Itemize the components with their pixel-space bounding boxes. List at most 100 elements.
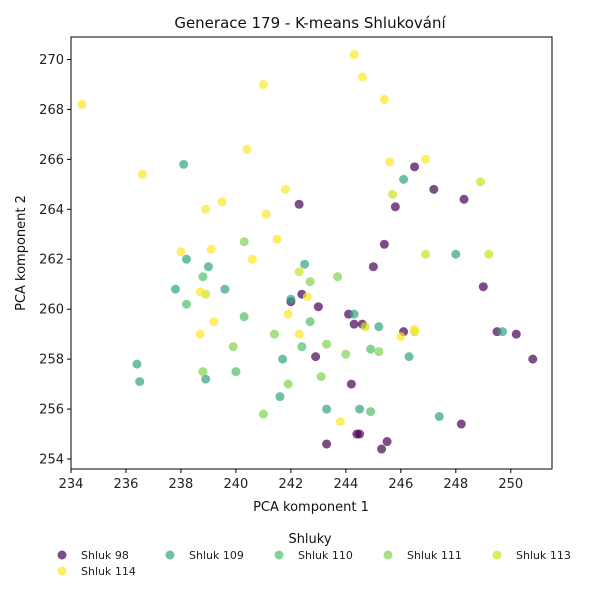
- x-tick-label: 248: [443, 477, 468, 492]
- data-point-series-5: [209, 317, 219, 327]
- x-tick-label: 246: [388, 477, 413, 492]
- data-point-series-1: [220, 284, 230, 294]
- data-point-series-1: [300, 259, 310, 269]
- data-point-series-3: [198, 367, 208, 377]
- y-tick-label: 264: [39, 203, 64, 218]
- data-point-series-5: [379, 94, 389, 104]
- data-point-series-5: [261, 209, 271, 219]
- data-point-series-0: [456, 419, 466, 429]
- data-point-series-0: [377, 444, 387, 454]
- data-point-series-2: [198, 272, 208, 282]
- data-point-series-1: [203, 262, 213, 272]
- data-point-series-0: [355, 429, 365, 439]
- x-tick-label: 240: [224, 477, 249, 492]
- data-point-series-5: [242, 144, 252, 154]
- legend-label: Shluk 113: [516, 549, 571, 562]
- x-tick-label: 250: [498, 477, 523, 492]
- data-point-series-5: [258, 79, 268, 89]
- data-point-series-3: [374, 347, 384, 357]
- data-point-series-5: [294, 329, 304, 339]
- legend-label: Shluk 109: [189, 549, 244, 562]
- data-point-series-3: [322, 339, 332, 349]
- legend-label: Shluk 111: [407, 549, 462, 562]
- data-point-series-0: [311, 352, 321, 362]
- data-point-series-5: [77, 99, 87, 109]
- legend-marker: [57, 566, 67, 576]
- data-point-series-5: [201, 204, 211, 214]
- data-point-series-4: [476, 177, 486, 187]
- data-point-series-2: [239, 312, 249, 322]
- legend-label: Shluk 98: [81, 549, 129, 562]
- data-point-series-5: [385, 157, 395, 167]
- x-axis-title: PCA komponent 1: [253, 500, 369, 515]
- data-point-series-0: [511, 329, 521, 339]
- data-point-series-1: [349, 309, 359, 319]
- data-point-series-2: [231, 367, 241, 377]
- data-point-series-1: [278, 354, 288, 364]
- data-point-series-0: [349, 319, 359, 329]
- y-tick-label: 260: [39, 303, 64, 318]
- data-point-series-5: [272, 234, 282, 244]
- y-tick-label: 266: [39, 153, 64, 168]
- data-point-series-5: [195, 329, 205, 339]
- data-point-series-1: [399, 174, 409, 184]
- data-point-series-5: [357, 72, 367, 82]
- data-point-series-1: [132, 359, 142, 369]
- data-point-series-3: [316, 372, 326, 382]
- data-point-series-1: [451, 249, 461, 259]
- data-point-series-0: [429, 184, 439, 194]
- x-axis: 234 236 238 240 242 244 246 248 250: [59, 469, 523, 492]
- data-point-series-5: [283, 309, 293, 319]
- data-point-series-2: [297, 342, 307, 352]
- x-tick-label: 242: [278, 477, 303, 492]
- data-point-series-1: [355, 404, 365, 414]
- data-point-series-1: [374, 322, 384, 332]
- data-point-series-3: [341, 349, 351, 359]
- data-point-series-5: [217, 197, 227, 207]
- y-axis-title: PCA komponent 2: [14, 195, 29, 311]
- data-point-series-5: [410, 324, 420, 334]
- data-point-series-2: [181, 299, 191, 309]
- data-point-series-1: [498, 327, 508, 337]
- x-tick-label: 244: [333, 477, 358, 492]
- data-point-series-5: [176, 247, 186, 257]
- data-point-series-0: [410, 162, 420, 172]
- data-point-series-3: [283, 379, 293, 389]
- data-point-series-0: [382, 437, 392, 447]
- y-tick-label: 270: [39, 53, 64, 68]
- data-point-series-1: [181, 254, 191, 264]
- x-tick-label: 238: [169, 477, 194, 492]
- data-point-series-1: [275, 392, 285, 402]
- data-point-series-1: [201, 374, 211, 384]
- data-point-series-3: [333, 272, 343, 282]
- data-point-series-0: [478, 282, 488, 292]
- legend-label: Shluk 110: [298, 549, 353, 562]
- plot-frame: [70, 36, 553, 470]
- data-point-series-2: [366, 344, 376, 354]
- data-point-series-1: [135, 377, 145, 387]
- data-point-series-0: [390, 202, 400, 212]
- data-point-series-5: [335, 417, 345, 427]
- x-tick-label: 236: [114, 477, 139, 492]
- data-point-series-0: [346, 379, 356, 389]
- data-point-series-5: [137, 169, 147, 179]
- data-point-series-5: [421, 154, 431, 164]
- data-point-series-2: [366, 407, 376, 417]
- legend: Shluk 98 Shluk 109 Shluk 110 Shluk 111 Shluk…: [57, 549, 571, 578]
- y-tick-label: 268: [39, 103, 64, 118]
- legend-marker: [57, 550, 67, 560]
- data-point-series-5: [206, 244, 216, 254]
- data-point-series-4: [421, 249, 431, 259]
- data-point-series-3: [269, 329, 279, 339]
- data-point-series-3: [228, 342, 238, 352]
- data-point-series-1: [404, 352, 414, 362]
- data-point-series-0: [379, 239, 389, 249]
- points-layer: [77, 49, 538, 454]
- y-axis: 254 256 258 260 262 264 266 268 270: [39, 53, 71, 468]
- y-tick-label: 254: [39, 453, 64, 468]
- data-point-series-2: [305, 317, 315, 327]
- y-tick-label: 258: [39, 353, 64, 368]
- data-point-series-5: [349, 49, 359, 59]
- data-point-series-1: [179, 159, 189, 169]
